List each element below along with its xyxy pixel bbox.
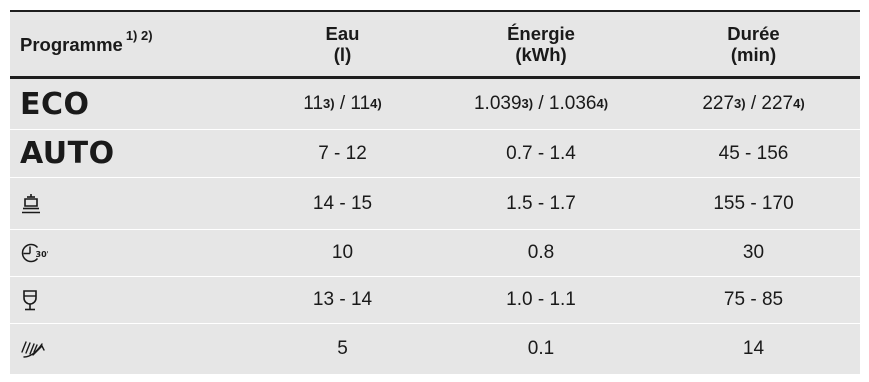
row-separator bbox=[10, 323, 860, 324]
table-row-glass-water: 13 - 14 bbox=[312, 289, 373, 310]
table-row-rinse-programme bbox=[10, 324, 250, 374]
table-row-rinse-duration: 14 bbox=[742, 338, 765, 359]
table-top-border bbox=[10, 10, 860, 12]
table-row-intensive-programme bbox=[10, 178, 250, 229]
value: 1.036 bbox=[548, 93, 597, 114]
header-energy: Énergie (kWh) bbox=[435, 12, 647, 76]
programme-auto-label: AUTO bbox=[20, 136, 115, 171]
programme-table: Programme 1) 2) Eau (l) Énergie (kWh) Du… bbox=[10, 10, 860, 374]
table-row-auto-duration: 45 - 156 bbox=[718, 142, 789, 164]
header-duration-line1: Durée bbox=[727, 23, 780, 44]
row-separator bbox=[10, 129, 860, 130]
value: 11 bbox=[303, 93, 324, 114]
value: 227 bbox=[702, 93, 735, 114]
header-programme-notes: 1) 2) bbox=[125, 28, 153, 43]
table-row-intensive-water: 14 - 15 bbox=[312, 192, 373, 214]
separator: / bbox=[334, 93, 351, 114]
value: 1.039 bbox=[473, 93, 522, 114]
header-programme-label: Programme bbox=[20, 34, 123, 55]
row-separator bbox=[10, 177, 860, 178]
table-row-rinse-energy: 0.1 bbox=[527, 338, 555, 359]
header-programme: Programme 1) 2) bbox=[10, 12, 250, 76]
svg-text:30': 30' bbox=[36, 250, 49, 259]
header-duration-line2: (min) bbox=[730, 44, 777, 65]
table-row-intensive-duration: 155 - 170 bbox=[713, 192, 794, 214]
table-row-eco-duration: 227 3) / 227 4) bbox=[702, 93, 805, 114]
header-energy-line2: (kWh) bbox=[515, 44, 567, 65]
value: 11 bbox=[350, 93, 371, 114]
table-row-glass-programme bbox=[10, 277, 250, 323]
table-row-quick-duration: 30 bbox=[742, 242, 765, 263]
table-row-quick-programme: 30' bbox=[10, 230, 250, 276]
value: 227 bbox=[761, 93, 794, 114]
table-row-auto-water: 7 - 12 bbox=[318, 142, 367, 164]
row-separator bbox=[10, 229, 860, 230]
quick-30-icon: 30' bbox=[20, 242, 48, 264]
table-row-eco-energy: 1.039 3) / 1.036 4) bbox=[473, 93, 609, 114]
table-row-eco-water: 11 3) / 11 4) bbox=[303, 93, 382, 114]
header-water-line2: (l) bbox=[333, 44, 352, 65]
table-row-intensive-energy: 1.5 - 1.7 bbox=[506, 192, 576, 214]
table-row-quick-energy: 0.8 bbox=[527, 242, 555, 263]
separator: / bbox=[745, 93, 762, 114]
table-row-auto-programme: AUTO bbox=[10, 130, 250, 177]
header-energy-line1: Énergie bbox=[507, 23, 575, 44]
table-row-glass-duration: 75 - 85 bbox=[723, 289, 784, 310]
programme-eco-label: ECO bbox=[20, 86, 90, 122]
pots-pans-icon bbox=[20, 193, 42, 215]
table-row-eco-programme: ECO bbox=[10, 79, 250, 129]
table-row-rinse-water: 5 bbox=[337, 338, 348, 359]
header-water: Eau (l) bbox=[250, 12, 435, 76]
row-separator bbox=[10, 276, 860, 277]
header-separator bbox=[10, 76, 860, 79]
table-row-auto-energy: 0.7 - 1.4 bbox=[506, 142, 576, 164]
rinse-spray-icon bbox=[20, 338, 46, 360]
separator: / bbox=[533, 93, 549, 114]
table-row-glass-energy: 1.0 - 1.1 bbox=[506, 289, 576, 310]
header-water-line1: Eau bbox=[325, 23, 360, 44]
glass-icon bbox=[20, 289, 40, 311]
table-row-quick-water: 10 bbox=[331, 242, 354, 263]
header-duration: Durée (min) bbox=[647, 12, 860, 76]
